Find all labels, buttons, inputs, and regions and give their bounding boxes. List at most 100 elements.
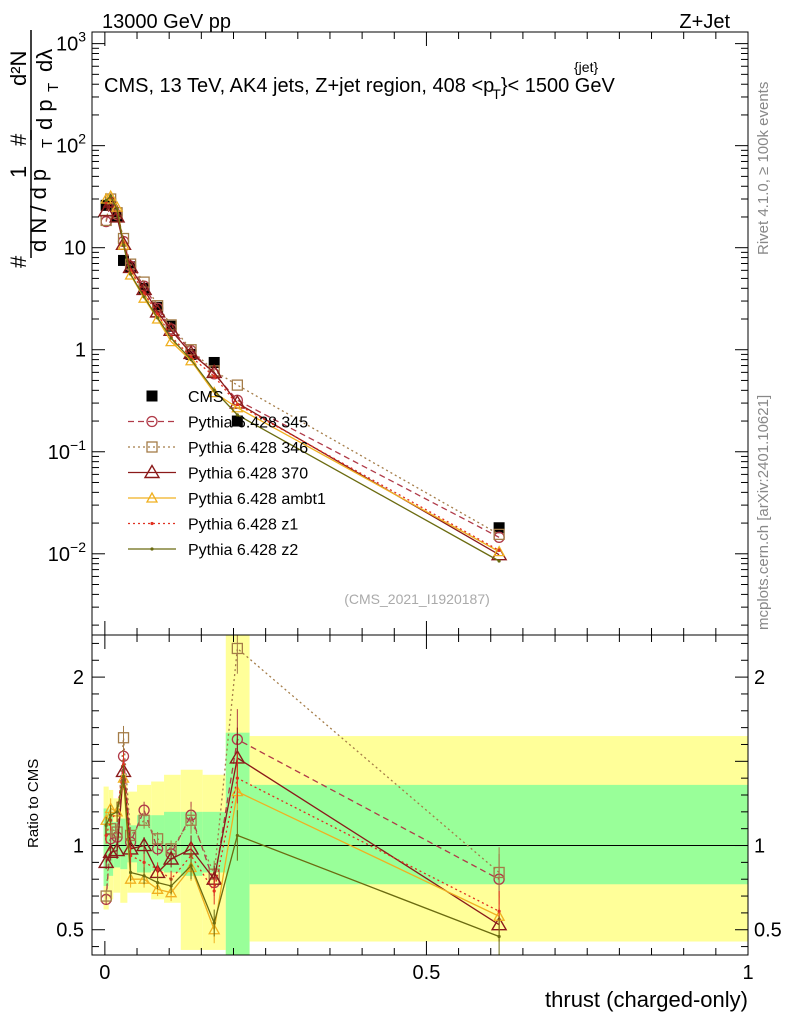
main-point-6-10 [235,413,239,417]
legend-marker-3 [143,464,161,479]
ratio-ytick-label-right-1: 1 [754,836,765,858]
main-point-0-10 [231,415,243,427]
main-point-0-9 [208,356,220,368]
ratio-point-4-10 [235,776,239,780]
main-point-4-10 [231,401,244,413]
ratio-point-1-11 [493,866,505,879]
ratio-point-5-6 [156,880,160,885]
main-point-6-11 [497,559,501,563]
legend-marker-4 [145,491,159,503]
legend-marker-0 [146,390,158,402]
ylabel-dn: d N / d p [26,169,51,252]
xtick-label-2: 1 [742,962,753,984]
main-line-2 [105,196,500,535]
main-point-4-8 [184,354,198,366]
main-point-4-11 [493,545,506,557]
main-ylabel: # 1 d N / d p T # d²N d p T dλ [6,30,62,268]
ratio-point-4-11 [497,909,501,913]
ratio-point-5-9 [212,921,216,925]
main-point-6-1 [109,194,113,198]
ylabel-hash2: # [6,133,31,146]
legend-item-0: CMS [146,389,224,406]
main-point-4-3 [117,238,130,250]
legend-marker-6 [150,547,154,551]
main-point-2-10 [231,379,243,391]
ylabel-one: 1 [6,166,31,178]
main-point-6-8 [189,358,193,362]
ratio-point-1-0 [100,890,112,902]
ratio-point-3-6 [151,882,164,894]
main-point-0-6 [152,301,164,313]
ratio-point-5-1 [109,813,113,817]
main-point-5-9 [212,374,216,378]
ratio-point-4-0 [104,833,108,838]
ylabel-dpt-sub: T [45,83,62,92]
header-left: 13000 GeV pp [102,11,231,33]
legend-item-2: Pythia 6.428 346 [128,440,308,457]
main-point-0-11 [493,522,505,534]
main-point-3-0 [97,202,115,217]
ylabel-hash: # [6,255,31,268]
legend-label-1: Pythia 6.428 345 [188,415,308,432]
main-point-5-6 [156,312,160,316]
ratio-point-1-8 [185,814,197,826]
ratio-ylabel: Ratio to CMS [25,759,42,848]
legend-item-1: Pythia 6.428 345 [128,415,308,432]
band-green-0 [103,808,109,886]
ratio-point-1-6 [151,833,164,845]
ratio-series-5 [104,764,501,955]
header-right: Z+Jet [679,11,730,33]
title-suffix: }< 1500 GeV [501,75,616,97]
ratio-point-1-10 [231,642,243,655]
main-point-5-10 [235,402,239,407]
main-point-2-11 [493,528,505,541]
ratio-bands [103,635,748,955]
ylabel-dn-sub: T [39,139,56,148]
main-point-5-11 [497,548,501,552]
legend-marker-1 [146,415,158,428]
xtick-label-1: 0.5 [413,962,441,984]
ratio-point-5-2 [115,810,119,814]
legend-label-6: Pythia 6.428 z2 [188,542,298,559]
ratio-point-4-6 [156,867,160,871]
main-point-6-6 [156,316,160,320]
ratio-ytick-label-left-2: 2 [73,667,84,689]
ylabel-dpt: d p [32,99,57,130]
legend-item-6: Pythia 6.428 z2 [128,542,298,559]
ratio-point-2-1 [102,843,119,858]
main-point-0-7 [165,320,177,332]
main-ytick-label-1: 10−1 [48,437,86,464]
ratio-point-4-9 [212,889,216,893]
main-point-6-2 [115,207,119,211]
main-line-6 [105,195,500,562]
legend-label-3: Pythia 6.428 370 [188,466,308,483]
title-sup: {jet} [574,59,598,75]
xtick-label-0: 0 [99,962,110,984]
tick-exp: −2 [70,539,86,555]
main-point-5-5 [142,291,146,295]
ylabel-dlambda: dλ [32,49,57,72]
band-green-3 [120,818,128,870]
tick-exp: 2 [78,131,86,147]
main-point-6-0 [104,198,108,203]
tick-exp: −1 [70,437,86,453]
source-label: mcplots.cern.ch [arXiv:2401.10621] [755,395,772,630]
main-ytick-label-5: 103 [56,29,86,56]
main-point-6-9 [212,388,216,392]
main-line-5 [105,196,500,551]
ratio-panel [92,635,748,955]
ratio-point-1-4 [124,829,137,842]
ratio-point-1-3 [117,732,130,744]
ratio-point-2-5 [135,837,153,852]
ratio-point-5-8 [189,864,193,868]
legend-item-4: Pythia 6.428 ambt1 [128,491,326,508]
ratio-ytick-label-left-0: 0.5 [56,920,84,942]
main-ytick-label-2: 1 [75,340,86,362]
ratio-point-2-2 [108,842,126,857]
legend-item-3: Pythia 6.428 370 [128,464,308,483]
ratio-point-2-7 [162,850,180,865]
ratio-point-2-0 [97,853,115,869]
main-ytick-label-3: 10 [64,238,86,260]
main-point-6-4 [128,272,133,276]
ratio-point-5-5 [142,874,146,878]
